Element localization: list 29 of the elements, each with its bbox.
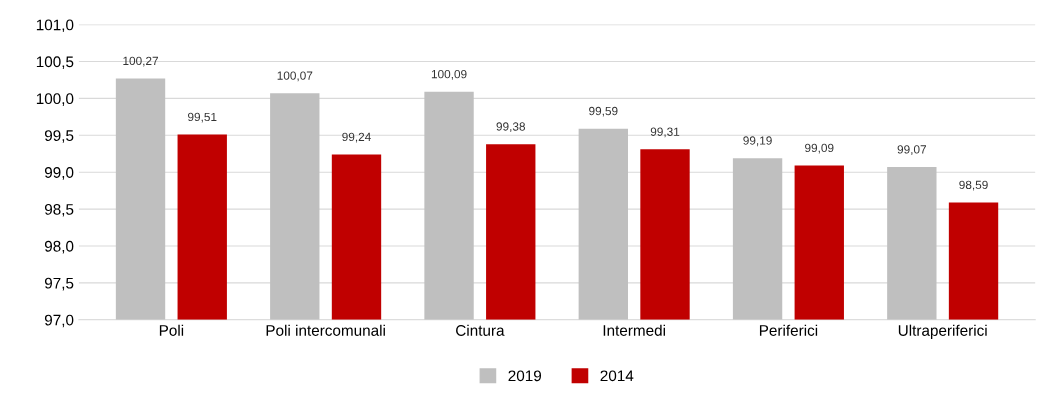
y-tick-label: 97,0 <box>44 314 74 328</box>
y-tick-label: 98,5 <box>44 203 74 217</box>
y-tick-label: 99,5 <box>44 130 74 143</box>
x-tick-label: Periferici <box>759 324 818 336</box>
y-tick-label: 100,0 <box>36 93 74 106</box>
x-tick-label: Cintura <box>456 324 505 336</box>
legend-label: 2014 <box>600 370 634 382</box>
data-label: 99,24 <box>342 132 371 143</box>
data-label: 99,51 <box>188 112 217 123</box>
data-label: 99,19 <box>743 136 772 147</box>
y-tick-label: 99,0 <box>44 167 74 180</box>
x-tick-label: Poli <box>159 324 184 336</box>
x-tick-label: Intermedi <box>603 324 665 336</box>
y-tick-label: 97,5 <box>44 277 74 291</box>
data-label: 99,59 <box>589 106 618 117</box>
data-label: 99,38 <box>496 122 526 133</box>
y-tick-label: 98,0 <box>44 240 74 254</box>
data-label: 100,09 <box>431 69 467 80</box>
data-label: 99,09 <box>805 143 834 154</box>
y-tick-label: 100,5 <box>36 56 74 69</box>
x-tick-label: Ultraperiferici <box>898 324 987 339</box>
y-tick-label: 101,0 <box>36 19 74 33</box>
data-label: 100,27 <box>123 56 158 67</box>
data-label: 99,31 <box>650 127 680 138</box>
x-tick-label: Poli intercomunali <box>266 324 385 336</box>
data-label: 100,07 <box>277 71 313 82</box>
data-label: 98,59 <box>959 180 988 191</box>
legend-label: 2019 <box>508 370 542 382</box>
data-label: 99,07 <box>897 145 927 155</box>
